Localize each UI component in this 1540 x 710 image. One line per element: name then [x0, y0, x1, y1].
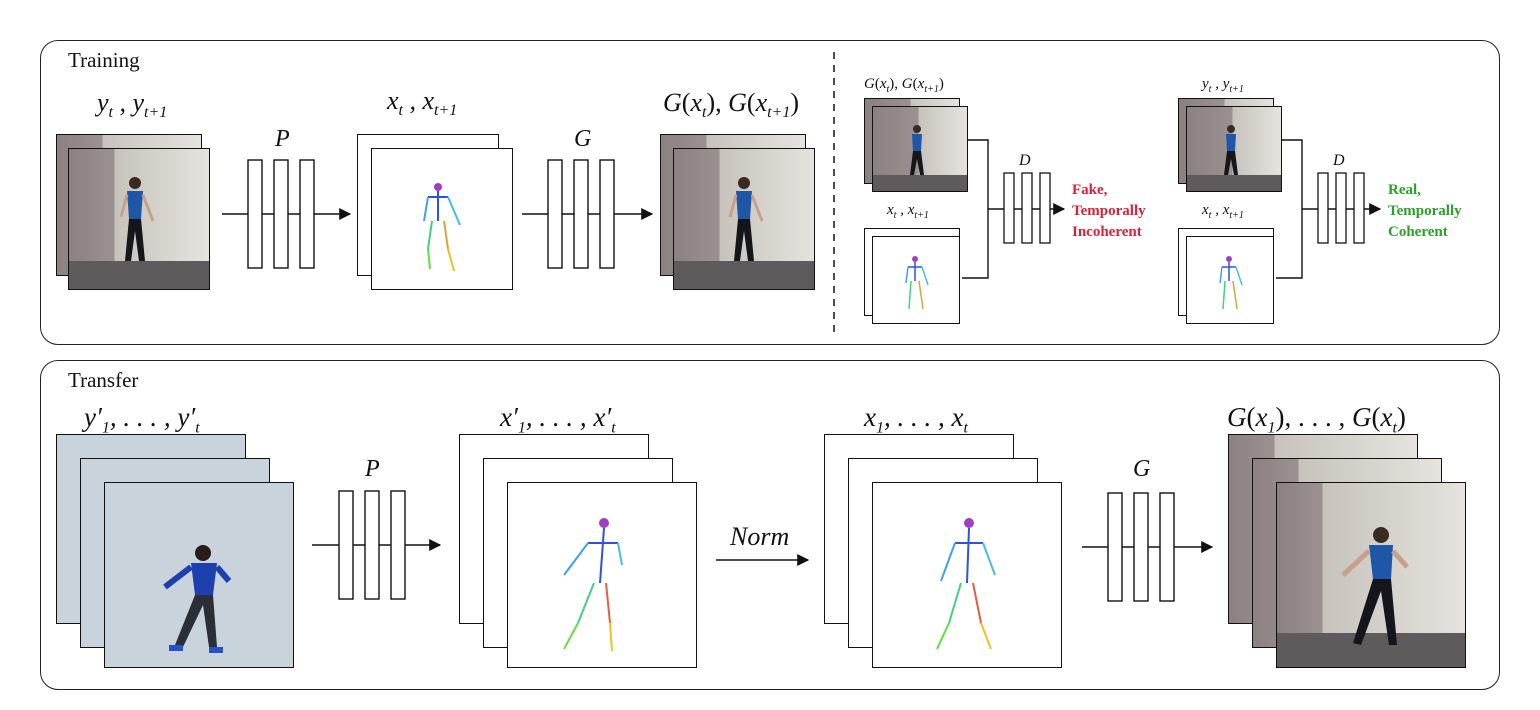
transfer-source-label: y′1, . . . , y′t	[84, 402, 200, 437]
disc-fake-network-label: D	[1019, 152, 1031, 169]
disc-real-bottom-label: xt , xt+1	[1202, 202, 1244, 221]
training-network-g-label: G	[574, 126, 592, 152]
transfer-network-p-label: P	[365, 456, 380, 482]
skeleton-icon	[423, 183, 461, 272]
training-input-label: yt , yt+1	[97, 88, 168, 122]
transfer-title: Transfer	[68, 368, 139, 392]
transfer-output-label: G(x1), . . . , G(xt)	[1227, 402, 1406, 437]
disc-fake-result: Fake, Temporally Incoherent	[1072, 182, 1146, 240]
transfer-norm-pose-label: x1, . . . , xt	[864, 402, 968, 437]
transfer-network-p	[312, 490, 442, 600]
transfer-pose-frame-3	[507, 482, 697, 668]
person-photo-icon	[69, 177, 209, 289]
training-pose-frame-front	[371, 148, 513, 290]
person-photo-icon	[1277, 527, 1465, 667]
disc-real-bottom-frame-front	[1186, 236, 1274, 324]
transfer-panel	[40, 360, 1500, 690]
skeleton-icon	[905, 256, 929, 310]
norm-label: Norm	[730, 522, 790, 551]
transfer-pose-label: x′1, . . . , x′t	[500, 402, 616, 437]
disc-real-top-frame-front	[1186, 106, 1282, 192]
training-panel	[40, 40, 1500, 345]
training-output-label: G(xt), G(xt+1)	[663, 88, 800, 122]
transfer-network-g-label: G	[1133, 456, 1151, 482]
disc-fake-top-frame-front	[872, 106, 968, 192]
training-input-frame-front	[68, 148, 210, 290]
transfer-output-frame-3	[1276, 482, 1466, 668]
skeleton-icon	[563, 518, 623, 652]
training-output-frame-front	[673, 148, 815, 290]
training-network-p-label: P	[275, 126, 290, 152]
training-title: Training	[68, 48, 140, 72]
skeleton-icon	[936, 518, 996, 650]
training-network-g	[522, 159, 654, 269]
disc-real-network-label: D	[1333, 152, 1345, 169]
training-network-p	[222, 159, 352, 269]
disc-fake-bottom-label: xt , xt+1	[887, 202, 929, 221]
transfer-source-frame-3	[104, 482, 294, 668]
person-photo-icon	[674, 177, 814, 289]
person-photo-icon	[1187, 125, 1281, 191]
transfer-norm-frame-3	[872, 482, 1062, 668]
disc-fake-bottom-frame-front	[872, 236, 960, 324]
discriminator-real	[1276, 139, 1382, 279]
skeleton-icon	[1219, 256, 1243, 310]
transfer-network-g	[1082, 492, 1214, 602]
discriminator-fake	[962, 139, 1066, 279]
disc-real-result: Real, Temporally Coherent	[1388, 182, 1462, 240]
person-photo-icon	[873, 125, 967, 191]
disc-real-top-label: yt , yt+1	[1202, 76, 1244, 95]
training-pose-label: xt , xt+1	[387, 86, 458, 120]
person-photo-icon	[163, 545, 232, 653]
disc-fake-top-label: G(xt), G(xt+1)	[864, 76, 944, 95]
